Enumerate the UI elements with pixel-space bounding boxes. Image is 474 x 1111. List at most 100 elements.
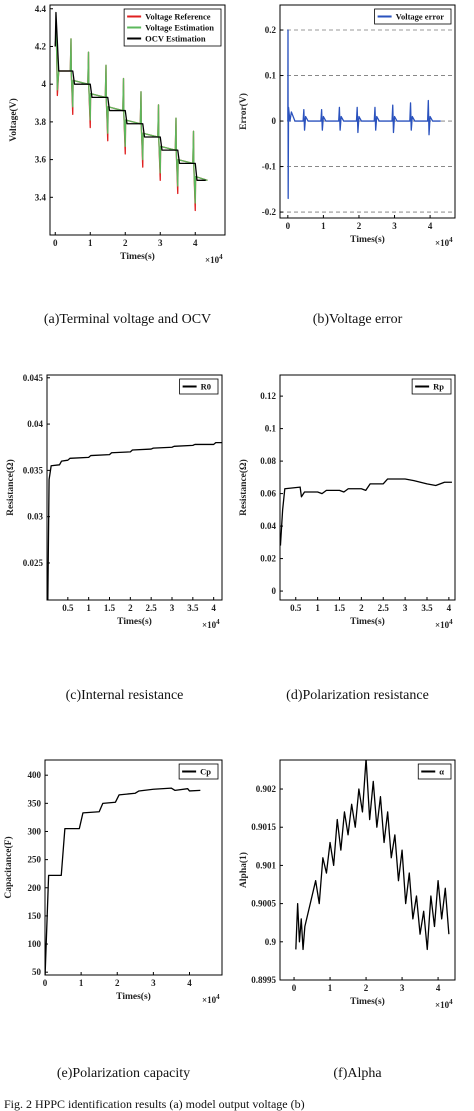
plot-frame [49, 4, 226, 236]
plot-data [280, 478, 452, 546]
y-tick-label: -0.1 [262, 162, 277, 172]
data-line [47, 441, 222, 600]
plot-data [287, 29, 441, 200]
y-tick-label: 200 [28, 883, 42, 893]
y-axis-label: Voltage(V) [8, 98, 19, 141]
y-tick-label: 350 [28, 798, 42, 808]
x-scale-label: ×104 [202, 993, 220, 1005]
x-scale-exp: 4 [449, 618, 453, 626]
y-tick-label: 0.1 [265, 71, 277, 81]
x-axis-label: Times(s) [350, 616, 385, 627]
x-axis-label: Times(s) [120, 251, 155, 262]
x-scale-base: ×10 [202, 995, 217, 1005]
data-line [54, 11, 206, 181]
x-tick-label: 1 [321, 221, 326, 231]
x-axis-label: Times(s) [350, 996, 385, 1007]
legend-box [178, 763, 219, 780]
x-tick-label: 4 [436, 983, 441, 993]
x-scale-exp: 4 [449, 998, 453, 1006]
plot-data [295, 760, 450, 951]
y-tick-label: 3.6 [35, 155, 47, 165]
legend: α [417, 763, 452, 780]
legend-label: Voltage Reference [145, 12, 211, 22]
x-axis-label: Times(s) [350, 234, 385, 245]
y-tick-label: 0.901 [256, 860, 277, 870]
x-tick-label: 0 [53, 238, 58, 248]
x-tick-label: 0 [286, 221, 291, 231]
plot-frame [44, 759, 223, 976]
x-scale-base: ×10 [435, 238, 450, 248]
x-tick-label: 4 [193, 238, 198, 248]
x-tick-label: 2 [359, 603, 364, 613]
y-tick-label: 0 [272, 586, 277, 596]
x-tick-label: 1.5 [334, 603, 346, 613]
y-tick-label: 0.9005 [251, 899, 276, 909]
x-tick-label: 0 [292, 983, 297, 993]
x-tick-label: 3 [392, 221, 397, 231]
x-tick-label: 4 [428, 221, 433, 231]
plot-data [54, 11, 208, 212]
x-scale-exp: 4 [216, 993, 220, 1001]
y-tick-label: 0.035 [23, 465, 44, 475]
legend-label: Voltage Estimation [145, 23, 214, 33]
plot-frame [279, 759, 456, 981]
y-tick-label: 0.06 [260, 489, 276, 499]
x-tick-label: 2.5 [378, 603, 390, 613]
subplot-caption: (a)Terminal voltage and OCV [44, 312, 211, 327]
y-axis-label: Resistance(Ω) [238, 459, 249, 516]
legend-label: Voltage error [396, 12, 445, 22]
y-tick-label: 0.045 [23, 373, 44, 383]
data-line [287, 29, 441, 200]
plot-frame [46, 374, 223, 601]
x-tick-label: 1 [79, 978, 84, 988]
y-tick-label: 300 [28, 826, 42, 836]
legend-label: Rp [433, 382, 444, 392]
legend-label: α [439, 767, 444, 777]
y-tick-label: 3.8 [35, 117, 47, 127]
subplot-caption: (d)Polarization resistance [286, 688, 429, 703]
y-tick-label: 250 [28, 855, 42, 865]
y-tick-label: 0.025 [23, 558, 44, 568]
x-tick-label: 4 [447, 603, 452, 613]
x-tick-label: 2.5 [146, 603, 158, 613]
plot-frame [279, 374, 456, 601]
x-tick-label: 2 [115, 978, 120, 988]
y-tick-label: 0.8995 [251, 975, 276, 985]
legend-box [179, 378, 219, 395]
y-axis-label: Resistance(Ω) [5, 459, 16, 516]
y-axis-label: Alpha(1) [238, 852, 249, 888]
x-tick-label: 1 [88, 238, 93, 248]
subplot: 0 0.02 0.04 0.06 0.08 0.1 0.12 0.5 1 1.5 2 2.5 3 3.5 4… [238, 374, 456, 703]
y-tick-label: 0.08 [260, 456, 276, 466]
x-tick-label: 1 [86, 603, 91, 613]
y-tick-label: 150 [28, 911, 42, 921]
y-tick-label: 0.2 [265, 25, 277, 35]
y-tick-label: 4 [42, 79, 47, 89]
y-axis-label: Capacitance(F) [3, 836, 14, 898]
legend-box [411, 378, 452, 395]
x-tick-label: 1 [328, 983, 333, 993]
data-line [295, 760, 450, 951]
legend: Rp [411, 378, 452, 395]
x-scale-label: ×104 [202, 618, 220, 630]
x-scale-exp: 4 [219, 253, 223, 261]
x-scale-exp: 4 [449, 236, 453, 244]
x-tick-label: 1.5 [104, 603, 116, 613]
x-tick-label: 2 [357, 221, 362, 231]
x-scale-base: ×10 [205, 255, 220, 265]
y-tick-label: 0.04 [260, 521, 276, 531]
plot-frame [279, 4, 456, 219]
y-tick-label: 0.04 [27, 419, 43, 429]
x-axis-label: Times(s) [117, 616, 152, 627]
x-scale-base: ×10 [435, 1000, 450, 1010]
plot-data [45, 787, 201, 975]
subplot: 0.8995 0.9 0.9005 0.901 0.9015 0.902 0 1 2 3 4 Time… [238, 759, 456, 1081]
y-tick-label: 0.1 [265, 424, 277, 434]
legend: R0 [179, 378, 219, 395]
y-tick-label: 0.902 [256, 784, 277, 794]
y-tick-label: -0.2 [262, 207, 277, 217]
x-tick-label: 3 [158, 238, 163, 248]
